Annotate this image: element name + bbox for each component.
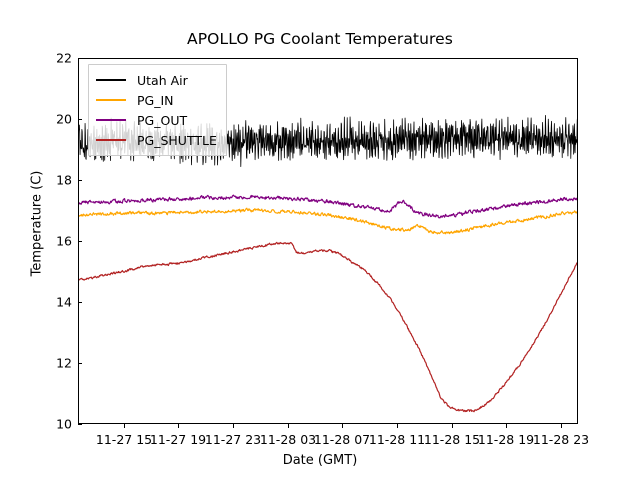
y-tick-label: 10 xyxy=(56,416,72,432)
x-tick-mark xyxy=(342,424,344,428)
legend-item[interactable]: PG_SHUTTLE xyxy=(96,130,217,150)
legend-color-swatch xyxy=(96,119,126,121)
y-tick-mark xyxy=(78,302,82,304)
legend-label: PG_SHUTTLE xyxy=(137,132,217,148)
chart-title: APOLLO PG Coolant Temperatures xyxy=(187,30,453,48)
y-tick-mark xyxy=(78,180,82,182)
y-tick-label: 14 xyxy=(56,294,72,310)
series-line-pg-in xyxy=(79,207,577,235)
y-tick-mark xyxy=(78,424,82,426)
y-tick-mark xyxy=(78,241,82,243)
legend-label: PG_IN xyxy=(137,92,174,108)
x-tick-label: 11-28 15 xyxy=(423,432,481,447)
legend-item[interactable]: PG_IN xyxy=(96,90,217,110)
x-tick-label: 11-28 03 xyxy=(259,432,317,447)
legend-item[interactable]: PG_OUT xyxy=(96,110,217,130)
legend-label: PG_OUT xyxy=(137,112,188,128)
x-tick-mark xyxy=(452,424,454,428)
x-tick-label: 11-28 19 xyxy=(477,432,535,447)
y-axis-label: Temperature (C) xyxy=(29,170,45,277)
y-tick-label: 20 xyxy=(56,111,72,127)
y-tick-mark xyxy=(78,363,82,365)
y-tick-mark xyxy=(78,119,82,121)
x-tick-label: 11-28 23 xyxy=(532,432,590,447)
x-tick-mark xyxy=(233,424,235,428)
x-axis-ticks: 11-27 15 11-27 19 11-27 23 11-28 03 11-28 07… xyxy=(78,424,589,454)
legend-color-swatch xyxy=(96,99,126,101)
x-tick-mark xyxy=(288,424,290,428)
legend-color-swatch xyxy=(96,79,126,81)
y-tick-label: 12 xyxy=(56,355,72,371)
y-tick-label: 18 xyxy=(56,172,72,188)
x-tick-label: 11-28 07 xyxy=(313,432,371,447)
series-line-pg-out xyxy=(79,194,577,219)
legend-color-swatch xyxy=(96,139,126,141)
legend-item[interactable]: Utah Air xyxy=(96,70,217,90)
legend-label: Utah Air xyxy=(137,72,188,88)
x-tick-label: 11-27 23 xyxy=(204,432,262,447)
y-axis-ticks: 10 12 14 16 18 20 22 xyxy=(28,51,82,432)
x-tick-mark xyxy=(506,424,508,428)
x-tick-mark xyxy=(178,424,180,428)
x-tick-label: 11-28 11 xyxy=(368,432,426,447)
x-tick-label: 11-27 15 xyxy=(95,432,153,447)
x-tick-mark xyxy=(561,424,563,428)
series-line-pg-shuttle xyxy=(79,241,577,413)
y-tick-label: 22 xyxy=(56,50,72,66)
x-axis-label: Date (GMT) xyxy=(282,453,358,468)
y-tick-label: 16 xyxy=(56,233,72,249)
x-tick-mark xyxy=(397,424,399,428)
x-tick-label: 11-27 19 xyxy=(149,432,207,447)
x-tick-mark xyxy=(124,424,126,428)
chart-legend: Utah Air PG_IN PG_OUT PG_SHUTTLE xyxy=(88,64,227,156)
